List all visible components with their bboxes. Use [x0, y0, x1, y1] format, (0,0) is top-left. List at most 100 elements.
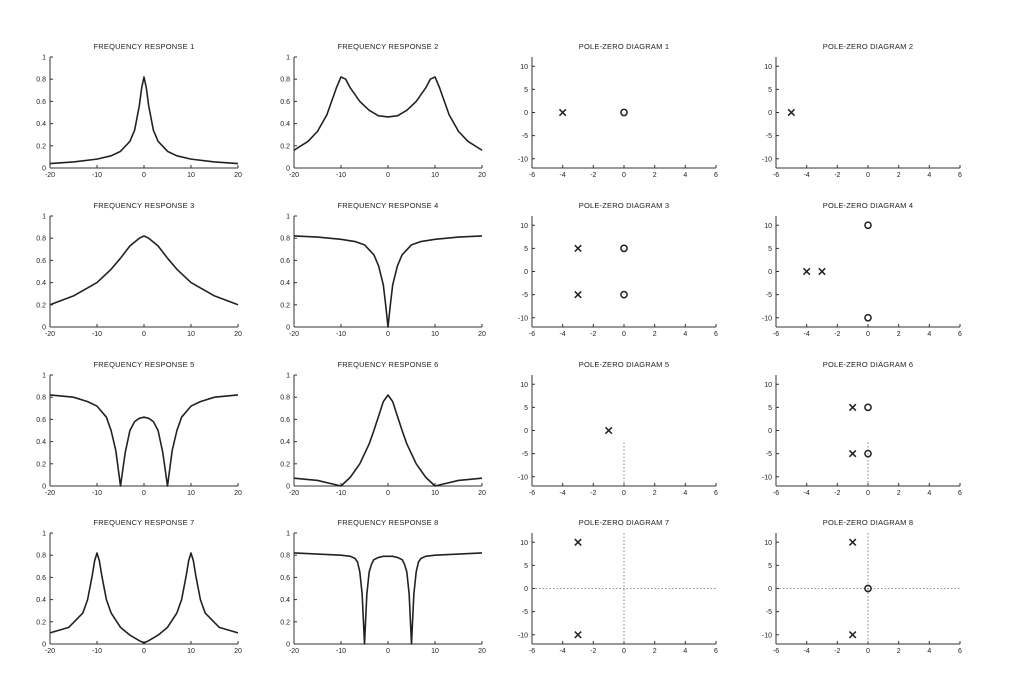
- y-tick-label: 0: [286, 484, 290, 491]
- y-tick-label: 1: [286, 373, 290, 380]
- panel-title: FREQUENCY RESPONSE 6: [338, 360, 439, 369]
- zero-marker: [620, 108, 628, 117]
- pole-marker: [574, 290, 582, 299]
- x-tick-label: -2: [590, 331, 596, 338]
- panel-title: FREQUENCY RESPONSE 1: [94, 42, 195, 51]
- x-tick-label: -6: [529, 648, 535, 655]
- y-tick-label: -5: [766, 133, 772, 140]
- x-tick-label: 0: [622, 648, 626, 655]
- x-tick-label: 2: [897, 331, 901, 338]
- y-tick-label: 10: [764, 382, 772, 389]
- y-tick-label: 0.4: [280, 439, 290, 446]
- x-tick-label: 20: [234, 331, 242, 338]
- y-tick-label: -5: [766, 609, 772, 616]
- y-tick-label: 0: [524, 269, 528, 276]
- x-tick-label: -10: [92, 172, 102, 179]
- x-tick-label: 10: [187, 331, 195, 338]
- x-tick-label: 2: [653, 648, 657, 655]
- y-tick-label: 10: [520, 64, 528, 71]
- x-tick-label: -10: [336, 172, 346, 179]
- y-tick-label: 5: [768, 246, 772, 253]
- x-tick-label: 4: [927, 490, 931, 497]
- y-tick-label: 10: [764, 223, 772, 230]
- y-tick-label: 0: [42, 325, 46, 332]
- panel-pz4: POLE-ZERO DIAGRAM 4 -6 -4 -2 0 2 4 6 -10 -5 0 5 10: [762, 201, 962, 338]
- x-tick-label: 10: [431, 172, 439, 179]
- y-tick-label: 5: [524, 87, 528, 94]
- y-tick-label: 0.8: [280, 77, 290, 84]
- y-tick-label: 1: [42, 373, 46, 380]
- x-tick-label: -2: [834, 172, 840, 179]
- y-tick-label: 5: [524, 405, 528, 412]
- y-tick-label: 0.4: [36, 597, 46, 604]
- x-tick-label: -10: [336, 648, 346, 655]
- x-tick-label: -2: [834, 490, 840, 497]
- x-tick-label: 6: [958, 172, 962, 179]
- panel-title: POLE-ZERO DIAGRAM 1: [579, 42, 669, 51]
- y-tick-label: 0.4: [280, 280, 290, 287]
- x-tick-label: 10: [431, 648, 439, 655]
- y-tick-label: 0.6: [280, 99, 290, 106]
- x-tick-label: -2: [590, 490, 596, 497]
- y-tick-label: 0.2: [36, 619, 46, 626]
- x-tick-label: -4: [560, 172, 566, 179]
- y-tick-label: 0.2: [280, 461, 290, 468]
- panel-title: FREQUENCY RESPONSE 8: [338, 518, 439, 527]
- y-tick-label: 5: [768, 87, 772, 94]
- response-curve: [49, 235, 239, 306]
- panel-fr7: FREQUENCY RESPONSE 7 -20 -10 0 10 20 0 0.2 0.4 0.…: [36, 518, 242, 655]
- panel-title: FREQUENCY RESPONSE 2: [338, 42, 439, 51]
- panel-pz1: POLE-ZERO DIAGRAM 1 -6 -4 -2 0 2 4 6 -10 -5 0 5 10: [518, 42, 718, 179]
- x-tick-label: 10: [431, 331, 439, 338]
- y-tick-label: 5: [524, 246, 528, 253]
- x-tick-label: 0: [142, 331, 146, 338]
- y-tick-label: -5: [522, 609, 528, 616]
- y-tick-label: 0: [768, 586, 772, 593]
- y-tick-label: 0.8: [280, 553, 290, 560]
- x-tick-label: 4: [927, 331, 931, 338]
- zero-marker: [864, 313, 872, 322]
- y-tick-label: 0.4: [36, 439, 46, 446]
- x-tick-label: 0: [142, 648, 146, 655]
- x-tick-label: 6: [958, 331, 962, 338]
- panel-pz6: POLE-ZERO DIAGRAM 6 -6 -4 -2 0 2 4 6 -10 -5 0 5 10: [762, 360, 962, 497]
- y-tick-label: 10: [520, 382, 528, 389]
- x-tick-label: 20: [478, 172, 486, 179]
- pole-marker: [848, 403, 857, 412]
- x-tick-label: -2: [834, 648, 840, 655]
- zero-marker: [620, 290, 628, 299]
- x-tick-label: 0: [386, 490, 390, 497]
- y-tick-label: 0: [42, 166, 46, 173]
- x-tick-label: -4: [560, 648, 566, 655]
- y-tick-label: 10: [520, 223, 528, 230]
- y-tick-label: 0: [524, 586, 528, 593]
- y-tick-label: -5: [766, 292, 772, 299]
- response-curve: [293, 235, 483, 328]
- panel-fr5: FREQUENCY RESPONSE 5 -20 -10 0 10 20 0 0.2 0.4 0.…: [36, 360, 242, 497]
- y-tick-label: 1: [42, 55, 46, 62]
- y-tick-label: 0: [524, 428, 528, 435]
- y-tick-label: 0: [524, 110, 528, 117]
- y-tick-label: 5: [768, 563, 772, 570]
- y-tick-label: -10: [762, 156, 772, 163]
- panel-title: POLE-ZERO DIAGRAM 5: [579, 360, 669, 369]
- x-tick-label: -10: [92, 648, 102, 655]
- x-tick-label: 0: [142, 490, 146, 497]
- pole-marker: [802, 267, 811, 276]
- y-tick-label: -10: [518, 474, 528, 481]
- pole-marker: [604, 426, 613, 435]
- y-tick-label: 0.8: [36, 553, 46, 560]
- panel-title: POLE-ZERO DIAGRAM 2: [823, 42, 913, 51]
- x-tick-label: -20: [45, 331, 55, 338]
- x-tick-label: -20: [289, 490, 299, 497]
- panel-title: POLE-ZERO DIAGRAM 7: [579, 518, 669, 527]
- x-tick-label: -4: [560, 490, 566, 497]
- y-tick-label: 0.4: [36, 121, 46, 128]
- y-tick-label: 1: [42, 214, 46, 221]
- panel-title: POLE-ZERO DIAGRAM 8: [823, 518, 913, 527]
- x-tick-label: 2: [653, 172, 657, 179]
- x-tick-label: 6: [714, 648, 718, 655]
- y-tick-label: 0.6: [36, 417, 46, 424]
- zero-marker: [864, 221, 872, 230]
- y-tick-label: 10: [764, 540, 772, 547]
